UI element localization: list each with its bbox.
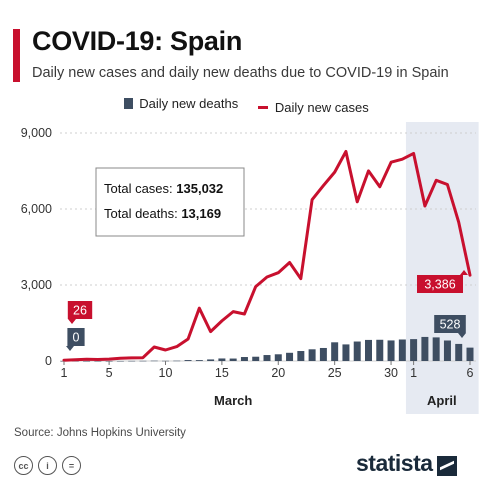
x-tick-label: 25 [328,366,342,380]
legend: Daily new deaths Daily new cases [0,96,493,115]
bar-deaths [139,360,147,362]
totals-box [95,167,245,237]
bar-deaths [410,339,418,361]
bar-deaths [286,352,294,361]
x-tick-label: 10 [159,366,173,380]
x-tick-label: 6 [467,366,474,380]
bar-deaths [94,360,102,362]
chart-subtitle: Daily new cases and daily new deaths due… [32,65,449,81]
total-cases-value: 135,032 [176,181,223,196]
legend-label-cases: Daily new cases [274,100,369,115]
data-label-box [434,315,466,333]
data-label-box [67,301,93,319]
data-label-box [67,328,85,346]
bar-deaths [195,360,203,361]
bar-deaths [229,358,237,361]
brand-mark-icon [436,455,457,476]
x-tick-label: 20 [271,366,285,380]
x-tick-label: 1 [410,366,417,380]
legend-swatch-deaths [124,98,134,109]
line-cases [62,150,472,362]
month-label: March [214,393,252,408]
bar-deaths [376,339,384,361]
bar-deaths [274,354,282,361]
bar-deaths [443,340,451,361]
bar-deaths [365,339,372,361]
data-label: 3,386 [424,278,455,292]
bar-deaths [240,357,248,361]
data-label-box [417,275,463,293]
brand-name: statista [356,450,433,476]
total-cases-label: Total cases: 135,032 [104,181,223,196]
bar-deaths [173,360,181,362]
bar-deaths [150,360,158,362]
x-tick-label: 15 [215,366,229,380]
bar-deaths [184,360,192,361]
bar-deaths [432,337,440,361]
bar-deaths [263,355,271,361]
data-label-pointer [68,319,76,324]
legend-item-deaths: Daily new deaths [124,96,238,111]
bar-deaths [207,359,215,361]
data-label-pointer [66,346,74,351]
bar-deaths [83,361,91,362]
x-tick-label: 5 [106,366,113,380]
bar-deaths [387,340,395,361]
bar-deaths [455,343,463,361]
bar-deaths [353,341,361,361]
source-note: Source: Johns Hopkins University [14,427,186,439]
bar-deaths [421,336,429,361]
bar-deaths [319,347,327,361]
chart-title: COVID-19: Spain [32,26,243,56]
bar-deaths [252,356,260,361]
accent-bar [13,29,20,82]
total-deaths-label: Total deaths: 13,169 [104,206,221,221]
license-icons: cc i = [14,456,81,475]
cc-icon[interactable]: cc [14,456,33,475]
data-label: 26 [73,304,87,318]
brand-logo[interactable]: statista [356,450,457,477]
bar-deaths [466,347,474,361]
data-label: 0 [73,331,80,345]
nd-icon[interactable]: = [62,456,81,475]
legend-swatch-cases [257,106,268,109]
y-tick-label: 3,000 [21,278,52,292]
legend-label-deaths: Daily new deaths [139,96,239,111]
x-tick-label: 1 [61,366,68,380]
legend-item-cases: Daily new cases [257,100,369,115]
total-deaths-value: 13,169 [181,206,221,221]
data-label-pointer [460,270,468,275]
bar-deaths [218,358,226,361]
y-tick-label: 9,000 [21,126,52,140]
bar-deaths [342,344,350,361]
y-tick-label: 0 [45,354,52,368]
bar-deaths [308,349,316,361]
month-label: April [427,393,457,408]
y-tick-label: 6,000 [21,202,52,216]
bar-deaths [297,351,305,361]
bar-deaths [116,360,124,362]
data-label: 528 [440,318,461,332]
bar-deaths [128,360,136,362]
bar-deaths [331,342,339,361]
data-label-pointer [458,333,466,338]
by-icon[interactable]: i [38,456,57,475]
x-tick-label: 30 [384,366,398,380]
bar-deaths [398,339,406,361]
